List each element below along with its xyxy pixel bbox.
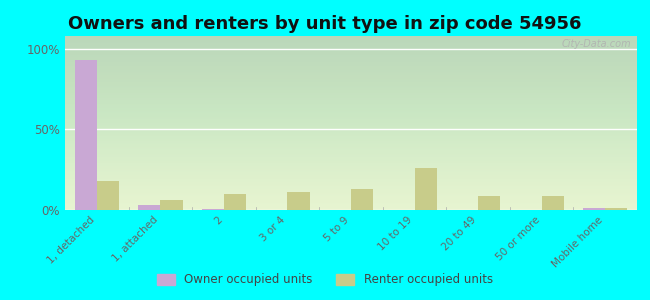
Bar	[351, 189, 373, 210]
Bar	[202, 209, 224, 210]
Bar	[138, 205, 161, 210]
Bar	[224, 194, 246, 210]
Text: Owners and renters by unit type in zip code 54956: Owners and renters by unit type in zip c…	[68, 15, 582, 33]
Bar	[287, 192, 309, 210]
Bar	[75, 60, 97, 210]
Bar	[97, 181, 119, 210]
Bar	[605, 208, 627, 210]
Bar	[583, 208, 605, 210]
Bar	[541, 196, 564, 210]
Text: City-Data.com: City-Data.com	[562, 40, 631, 50]
Bar	[161, 200, 183, 210]
Legend: Owner occupied units, Renter occupied units: Owner occupied units, Renter occupied un…	[153, 269, 497, 291]
Bar	[415, 168, 437, 210]
Bar	[478, 196, 500, 210]
